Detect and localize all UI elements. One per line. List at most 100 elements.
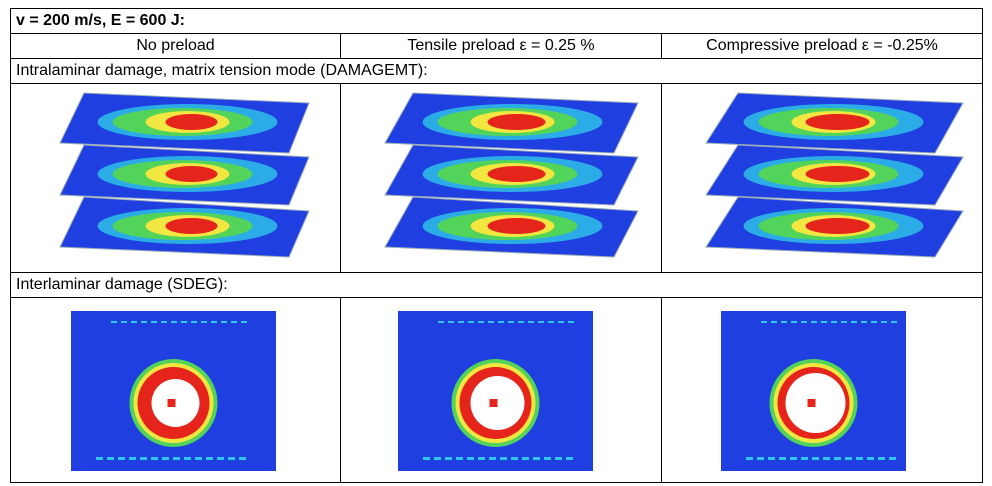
edge-damage bbox=[118, 457, 125, 460]
column-header: No preload bbox=[11, 34, 341, 59]
edge-damage bbox=[131, 321, 137, 323]
edge-damage bbox=[811, 321, 817, 323]
edge-damage bbox=[221, 321, 227, 323]
edge-damage bbox=[511, 457, 518, 460]
damage-zone bbox=[488, 114, 546, 130]
edge-damage bbox=[538, 321, 544, 323]
edge-damage bbox=[856, 457, 863, 460]
edge-damage bbox=[121, 321, 127, 323]
edge-damage bbox=[761, 321, 767, 323]
edge-damage bbox=[757, 457, 764, 460]
edge-damage bbox=[871, 321, 877, 323]
edge-damage bbox=[831, 321, 837, 323]
edge-damage bbox=[206, 457, 213, 460]
edge-damage bbox=[434, 457, 441, 460]
damage-zone bbox=[806, 114, 870, 130]
edge-damage bbox=[239, 457, 246, 460]
edge-damage bbox=[231, 321, 237, 323]
edge-damage bbox=[468, 321, 474, 323]
edge-damage bbox=[195, 457, 202, 460]
column-header: Compressive preload ε = -0.25% bbox=[662, 34, 983, 59]
edge-damage bbox=[191, 321, 197, 323]
edge-damage bbox=[151, 321, 157, 323]
image-cell bbox=[11, 84, 341, 273]
page: v = 200 m/s, E = 600 J: No preload Tensi… bbox=[0, 0, 992, 486]
damage-image bbox=[351, 299, 651, 481]
edge-damage bbox=[555, 457, 562, 460]
image-cell bbox=[662, 84, 983, 273]
edge-damage bbox=[201, 321, 207, 323]
section-row: Interlaminar damage (SDEG): bbox=[11, 273, 983, 298]
edge-damage bbox=[141, 321, 147, 323]
damage-zone bbox=[806, 166, 870, 182]
edge-damage bbox=[488, 321, 494, 323]
edge-damage bbox=[558, 321, 564, 323]
edge-damage bbox=[438, 321, 444, 323]
edge-damage bbox=[568, 321, 574, 323]
edge-damage bbox=[458, 321, 464, 323]
edge-damage bbox=[821, 321, 827, 323]
edge-damage bbox=[508, 321, 514, 323]
damage-zone bbox=[165, 166, 217, 182]
section-title: Intralaminar damage, matrix tension mode… bbox=[11, 59, 983, 84]
image-row bbox=[11, 298, 983, 483]
damage-zone bbox=[488, 218, 546, 234]
damage-zone bbox=[167, 399, 175, 407]
column-row: No preload Tensile preload ε = 0.25 % Co… bbox=[11, 34, 983, 59]
edge-damage bbox=[107, 457, 114, 460]
edge-damage bbox=[823, 457, 830, 460]
edge-damage bbox=[891, 321, 897, 323]
damage-image bbox=[351, 85, 651, 271]
section-title: Interlaminar damage (SDEG): bbox=[11, 273, 983, 298]
damage-image bbox=[26, 85, 326, 271]
edge-damage bbox=[467, 457, 474, 460]
edge-damage bbox=[96, 457, 103, 460]
edge-damage bbox=[790, 457, 797, 460]
edge-damage bbox=[881, 321, 887, 323]
edge-damage bbox=[878, 457, 885, 460]
edge-damage bbox=[544, 457, 551, 460]
edge-damage bbox=[841, 321, 847, 323]
damage-zone bbox=[165, 114, 217, 130]
header-row: v = 200 m/s, E = 600 J: bbox=[11, 9, 983, 34]
edge-damage bbox=[768, 457, 775, 460]
damage-image bbox=[672, 299, 972, 481]
edge-damage bbox=[173, 457, 180, 460]
image-row bbox=[11, 84, 983, 273]
column-header: Tensile preload ε = 0.25 % bbox=[341, 34, 662, 59]
image-cell bbox=[341, 298, 662, 483]
edge-damage bbox=[211, 321, 217, 323]
edge-damage bbox=[445, 457, 452, 460]
edge-damage bbox=[151, 457, 158, 460]
damage-zone bbox=[488, 166, 546, 182]
edge-damage bbox=[241, 321, 247, 323]
edge-damage bbox=[889, 457, 896, 460]
edge-damage bbox=[566, 457, 573, 460]
image-cell bbox=[341, 84, 662, 273]
edge-damage bbox=[228, 457, 235, 460]
edge-damage bbox=[489, 457, 496, 460]
edge-damage bbox=[518, 321, 524, 323]
edge-damage bbox=[861, 321, 867, 323]
section-row: Intralaminar damage, matrix tension mode… bbox=[11, 59, 983, 84]
edge-damage bbox=[746, 457, 753, 460]
edge-damage bbox=[533, 457, 540, 460]
edge-damage bbox=[779, 457, 786, 460]
edge-damage bbox=[791, 321, 797, 323]
edge-damage bbox=[162, 457, 169, 460]
edge-damage bbox=[181, 321, 187, 323]
edge-damage bbox=[851, 321, 857, 323]
damage-image bbox=[672, 85, 972, 271]
edge-damage bbox=[129, 457, 136, 460]
edge-damage bbox=[478, 457, 485, 460]
edge-damage bbox=[498, 321, 504, 323]
edge-damage bbox=[448, 321, 454, 323]
edge-damage bbox=[867, 457, 874, 460]
image-cell bbox=[11, 298, 341, 483]
edge-damage bbox=[171, 321, 177, 323]
table-title: v = 200 m/s, E = 600 J: bbox=[11, 9, 983, 34]
edge-damage bbox=[781, 321, 787, 323]
edge-damage bbox=[456, 457, 463, 460]
edge-damage bbox=[771, 321, 777, 323]
edge-damage bbox=[111, 321, 117, 323]
